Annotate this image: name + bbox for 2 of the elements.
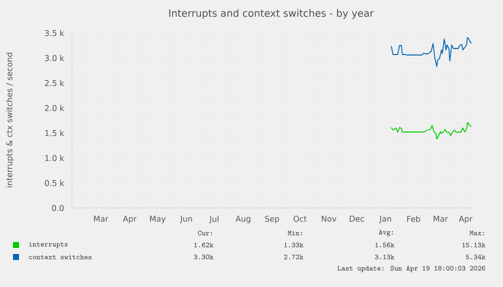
line-series [390, 122, 472, 140]
chart-title: Interrupts and context switches - by year [169, 9, 374, 19]
